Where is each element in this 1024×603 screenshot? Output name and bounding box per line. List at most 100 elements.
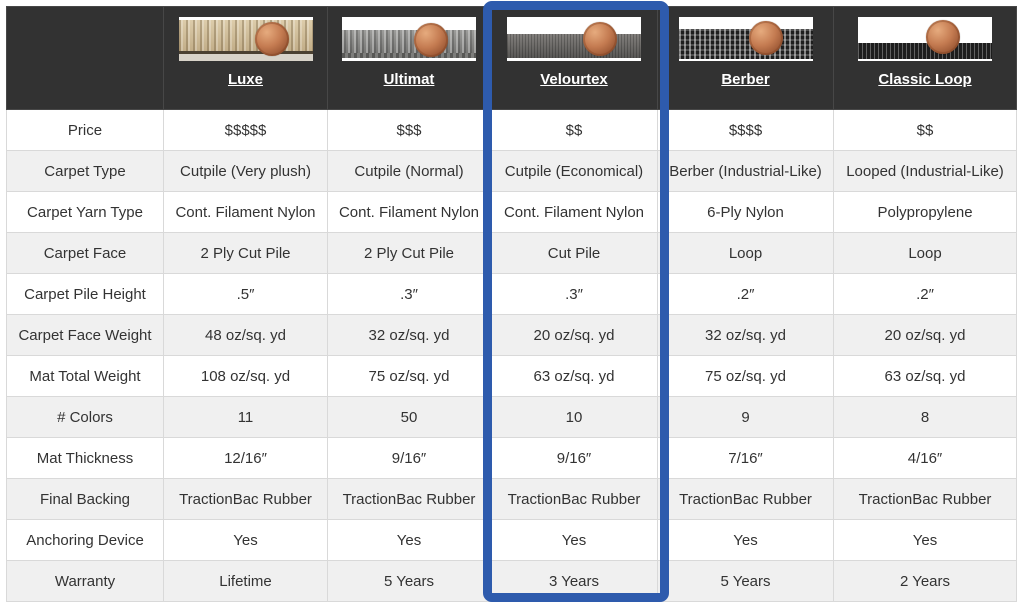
value-cell: 108 oz/sq. yd — [163, 355, 328, 397]
value-cell: 12/16″ — [163, 437, 328, 479]
product-header-cell: Ultimat — [327, 6, 491, 110]
value-cell: Lifetime — [163, 560, 328, 602]
value-cell: 63 oz/sq. yd — [490, 355, 658, 397]
product-name-link[interactable]: Luxe — [227, 71, 263, 88]
value-cell: Looped (Industrial-Like) — [833, 150, 1017, 192]
product-name-link[interactable]: Classic Loop — [878, 71, 972, 88]
value-cell: $$ — [490, 109, 658, 151]
row-label: Mat Thickness — [6, 437, 164, 479]
value-cell: Cont. Filament Nylon — [490, 191, 658, 233]
value-cell: 2 Ply Cut Pile — [163, 232, 328, 274]
row-label: # Colors — [6, 396, 164, 438]
value-cell: 75 oz/sq. yd — [657, 355, 834, 397]
value-cell: Yes — [657, 519, 834, 561]
table-row: Final Backing TractionBac Rubber Traction… — [6, 478, 1017, 520]
value-cell: 5 Years — [657, 560, 834, 602]
table-row: Carpet Pile Height .5″ .3″ .3″ .2″ .2″ — [6, 273, 1017, 315]
value-cell: 11 — [163, 396, 328, 438]
value-cell: 20 oz/sq. yd — [490, 314, 658, 356]
penny-icon — [926, 20, 960, 54]
value-cell: 5 Years — [327, 560, 491, 602]
penny-icon — [414, 23, 448, 57]
value-cell: Loop — [833, 232, 1017, 274]
product-name-link[interactable]: Velourtex — [540, 71, 608, 88]
row-label: Carpet Type — [6, 150, 164, 192]
value-cell: TractionBac Rubber — [490, 478, 658, 520]
value-cell: .3″ — [490, 273, 658, 315]
table-row: Carpet Face Weight 48 oz/sq. yd 32 oz/sq.… — [6, 314, 1017, 356]
value-cell: .2″ — [833, 273, 1017, 315]
dark-gray-cutpile-carpet-penny-photo — [507, 17, 641, 61]
table-row: # Colors 11 50 10 9 8 — [6, 396, 1017, 438]
table-row: Carpet Face 2 Ply Cut Pile 2 Ply Cut Pile… — [6, 232, 1017, 274]
value-cell: $$$$$ — [163, 109, 328, 151]
value-cell: Yes — [327, 519, 491, 561]
product-name-link[interactable]: Berber — [721, 71, 770, 88]
row-label: Anchoring Device — [6, 519, 164, 561]
penny-icon — [583, 22, 617, 56]
row-label: Price — [6, 109, 164, 151]
value-cell: .3″ — [327, 273, 491, 315]
value-cell: .5″ — [163, 273, 328, 315]
product-header-cell: Velourtex — [490, 6, 658, 110]
value-cell: Cont. Filament Nylon — [327, 191, 491, 233]
value-cell: Loop — [657, 232, 834, 274]
table-row: Anchoring Device Yes Yes Yes Yes Yes — [6, 519, 1017, 561]
value-cell: 63 oz/sq. yd — [833, 355, 1017, 397]
header-empty-cell — [6, 6, 164, 110]
value-cell: .2″ — [657, 273, 834, 315]
row-label: Carpet Face Weight — [6, 314, 164, 356]
penny-icon — [254, 22, 289, 56]
row-label: Carpet Yarn Type — [6, 191, 164, 233]
value-cell: Polypropylene — [833, 191, 1017, 233]
table-row: Carpet Yarn Type Cont. Filament Nylon Con… — [6, 191, 1017, 233]
black-loop-carpet-penny-photo — [858, 17, 992, 61]
value-cell: 50 — [327, 396, 491, 438]
value-cell: 4/16″ — [833, 437, 1017, 479]
value-cell: 10 — [490, 396, 658, 438]
row-label: Mat Total Weight — [6, 355, 164, 397]
table-row: Warranty Lifetime 5 Years 3 Years 5 Years 2 … — [6, 560, 1017, 602]
comparison-table: Luxe Ultimat Velourtex Berber — [6, 6, 1017, 602]
value-cell: 9/16″ — [327, 437, 491, 479]
row-label: Carpet Pile Height — [6, 273, 164, 315]
value-cell: 8 — [833, 396, 1017, 438]
value-cell: 32 oz/sq. yd — [657, 314, 834, 356]
value-cell: $$$$ — [657, 109, 834, 151]
header-row: Luxe Ultimat Velourtex Berber — [6, 6, 1017, 110]
value-cell: TractionBac Rubber — [163, 478, 328, 520]
value-cell: 20 oz/sq. yd — [833, 314, 1017, 356]
value-cell: 48 oz/sq. yd — [163, 314, 328, 356]
value-cell: TractionBac Rubber — [833, 478, 1017, 520]
value-cell: Cont. Filament Nylon — [163, 191, 328, 233]
value-cell: Yes — [833, 519, 1017, 561]
value-cell: Cutpile (Economical) — [490, 150, 658, 192]
value-cell: 32 oz/sq. yd — [327, 314, 491, 356]
row-label: Carpet Face — [6, 232, 164, 274]
value-cell: Berber (Industrial-Like) — [657, 150, 834, 192]
value-cell: Cutpile (Very plush) — [163, 150, 328, 192]
value-cell: TractionBac Rubber — [657, 478, 834, 520]
table-row: Price $$$$$ $$$ $$ $$$$ $$ — [6, 109, 1017, 151]
product-header-cell: Classic Loop — [833, 6, 1017, 110]
row-label: Warranty — [6, 560, 164, 602]
tan-plush-carpet-penny-photo — [178, 17, 313, 61]
product-name-link[interactable]: Ultimat — [383, 71, 435, 88]
value-cell: 9/16″ — [490, 437, 658, 479]
value-cell: 75 oz/sq. yd — [327, 355, 491, 397]
product-header-cell: Luxe — [163, 6, 328, 110]
table-row: Mat Thickness 12/16″ 9/16″ 9/16″ 7/16″ 4/16″ — [6, 437, 1017, 479]
gray-cutpile-carpet-penny-photo — [342, 17, 476, 61]
value-cell: Yes — [490, 519, 658, 561]
value-cell: TractionBac Rubber — [327, 478, 491, 520]
black-berber-carpet-penny-photo — [678, 17, 813, 61]
penny-icon — [748, 21, 783, 55]
value-cell: 7/16″ — [657, 437, 834, 479]
value-cell: 3 Years — [490, 560, 658, 602]
product-header-cell: Berber — [657, 6, 834, 110]
value-cell: Cutpile (Normal) — [327, 150, 491, 192]
value-cell: 2 Ply Cut Pile — [327, 232, 491, 274]
value-cell: $$$ — [327, 109, 491, 151]
table-body: Price $$$$$ $$$ $$ $$$$ $$ Carpet Type Cutpi… — [6, 109, 1017, 602]
